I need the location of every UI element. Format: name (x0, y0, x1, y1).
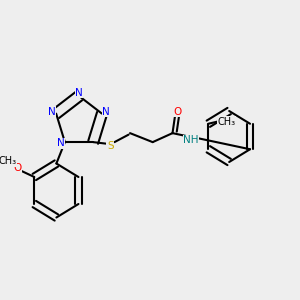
Text: O: O (173, 106, 182, 117)
Text: N: N (57, 138, 64, 148)
Text: N: N (48, 106, 56, 117)
Text: CH₃: CH₃ (218, 117, 236, 127)
Text: NH: NH (183, 135, 199, 145)
Text: N: N (102, 106, 110, 117)
Text: S: S (107, 141, 113, 151)
Text: CH₃: CH₃ (0, 157, 16, 166)
Text: O: O (13, 163, 21, 172)
Text: N: N (75, 88, 83, 98)
